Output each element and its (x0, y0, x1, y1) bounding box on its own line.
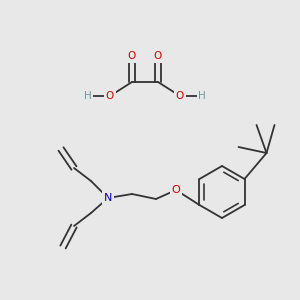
Text: O: O (154, 51, 162, 61)
Text: O: O (172, 185, 180, 195)
Text: O: O (106, 91, 114, 101)
Text: N: N (104, 193, 112, 203)
Text: H: H (84, 91, 92, 101)
Text: H: H (198, 91, 206, 101)
Text: O: O (128, 51, 136, 61)
Text: O: O (176, 91, 184, 101)
